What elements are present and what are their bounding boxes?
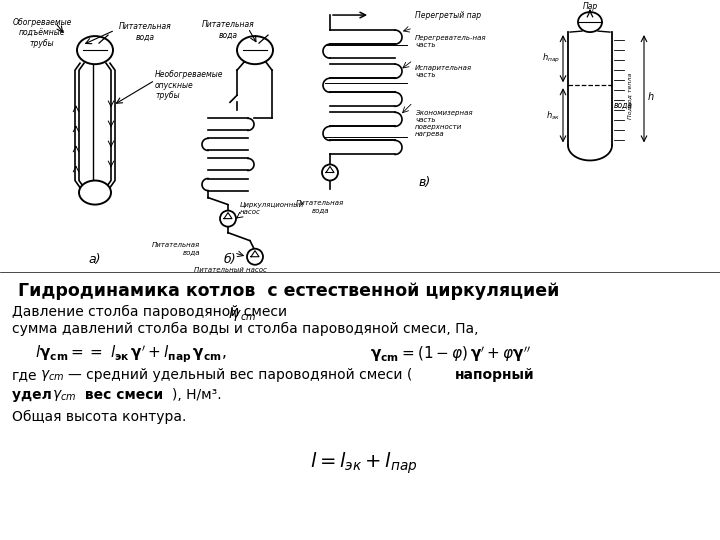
Ellipse shape	[77, 36, 113, 64]
Text: Давление столба пароводяной смеси: Давление столба пароводяной смеси	[12, 305, 292, 319]
Text: $l\gamma_{\mathit{cm}}$: $l\gamma_{\mathit{cm}}$	[228, 305, 256, 323]
Text: где: где	[12, 368, 37, 382]
Text: $l\mathbf{\gamma}_{\mathbf{cm}} {=}{=}\ l_{\mathbf{эк}}\,\mathbf{\gamma}' + l_{\: $l\mathbf{\gamma}_{\mathbf{cm}} {=}{=}\ …	[35, 344, 227, 365]
Text: Пар: Пар	[582, 2, 598, 11]
Ellipse shape	[578, 12, 602, 32]
Ellipse shape	[79, 180, 111, 205]
Ellipse shape	[322, 165, 338, 180]
Text: Перегретый пар: Перегретый пар	[415, 11, 481, 19]
Text: Питательная
вода: Питательная вода	[152, 242, 200, 255]
Ellipse shape	[247, 249, 263, 265]
Text: Экономизерная
часть
поверхности
нагрева: Экономизерная часть поверхности нагрева	[415, 110, 472, 137]
Text: Питательный насос: Питательный насос	[194, 267, 266, 273]
Text: Питательная
вода: Питательная вода	[119, 22, 171, 42]
Text: удел: удел	[12, 388, 57, 402]
Text: ), Н/м³.: ), Н/м³.	[172, 388, 222, 402]
Text: Питательная
вода: Питательная вода	[202, 20, 254, 39]
Text: Питательная
вода: Питательная вода	[296, 200, 344, 213]
Text: сумма давлений столба воды и столба пароводяной смеси, Па,: сумма давлений столба воды и столба паро…	[12, 322, 479, 336]
Text: а): а)	[89, 253, 102, 266]
Text: вес смеси: вес смеси	[80, 388, 163, 402]
Text: — средний удельный вес пароводяной смеси (: — средний удельный вес пароводяной смеси…	[68, 368, 413, 382]
Text: $\gamma_{cm}$: $\gamma_{cm}$	[52, 388, 76, 403]
Text: Перегреватель-ная
часть: Перегреватель-ная часть	[415, 35, 487, 48]
Text: $h_{эк}$: $h_{эк}$	[546, 109, 560, 122]
Text: $l = l_{\mathit{эк}} + l_{\mathit{пар}}$: $l = l_{\mathit{эк}} + l_{\mathit{пар}}$	[310, 450, 418, 476]
Text: $h_{пар}$: $h_{пар}$	[542, 52, 560, 65]
Text: напорный: напорный	[455, 368, 535, 382]
Text: Подвод тепла: Подвод тепла	[628, 73, 632, 119]
Text: $h$: $h$	[647, 90, 654, 102]
Text: $\gamma_{cm}$: $\gamma_{cm}$	[40, 368, 64, 383]
Text: Циркуляционный
насос: Циркуляционный насос	[240, 202, 305, 215]
Text: б): б)	[224, 253, 236, 266]
Text: вода: вода	[614, 101, 633, 110]
Ellipse shape	[220, 211, 236, 227]
Text: Испарительная
часть: Испарительная часть	[415, 65, 472, 78]
Text: Общая высота контура.: Общая высота контура.	[12, 410, 186, 424]
Text: $\mathbf{\gamma}_{\mathbf{cm}} = (1 - \varphi)\,\mathbf{\gamma}' + \varphi\mathb: $\mathbf{\gamma}_{\mathbf{cm}} = (1 - \v…	[370, 344, 531, 363]
Text: Необогреваемые
опускные
трубы: Необогреваемые опускные трубы	[155, 70, 223, 100]
Text: Гидродинамика котлов  с естественной циркуляцией: Гидродинамика котлов с естественной цирк…	[12, 282, 559, 300]
Ellipse shape	[237, 36, 273, 64]
Text: в): в)	[419, 176, 431, 189]
Text: Обогреваемые
подъёмные
трубы: Обогреваемые подъёмные трубы	[12, 18, 72, 48]
